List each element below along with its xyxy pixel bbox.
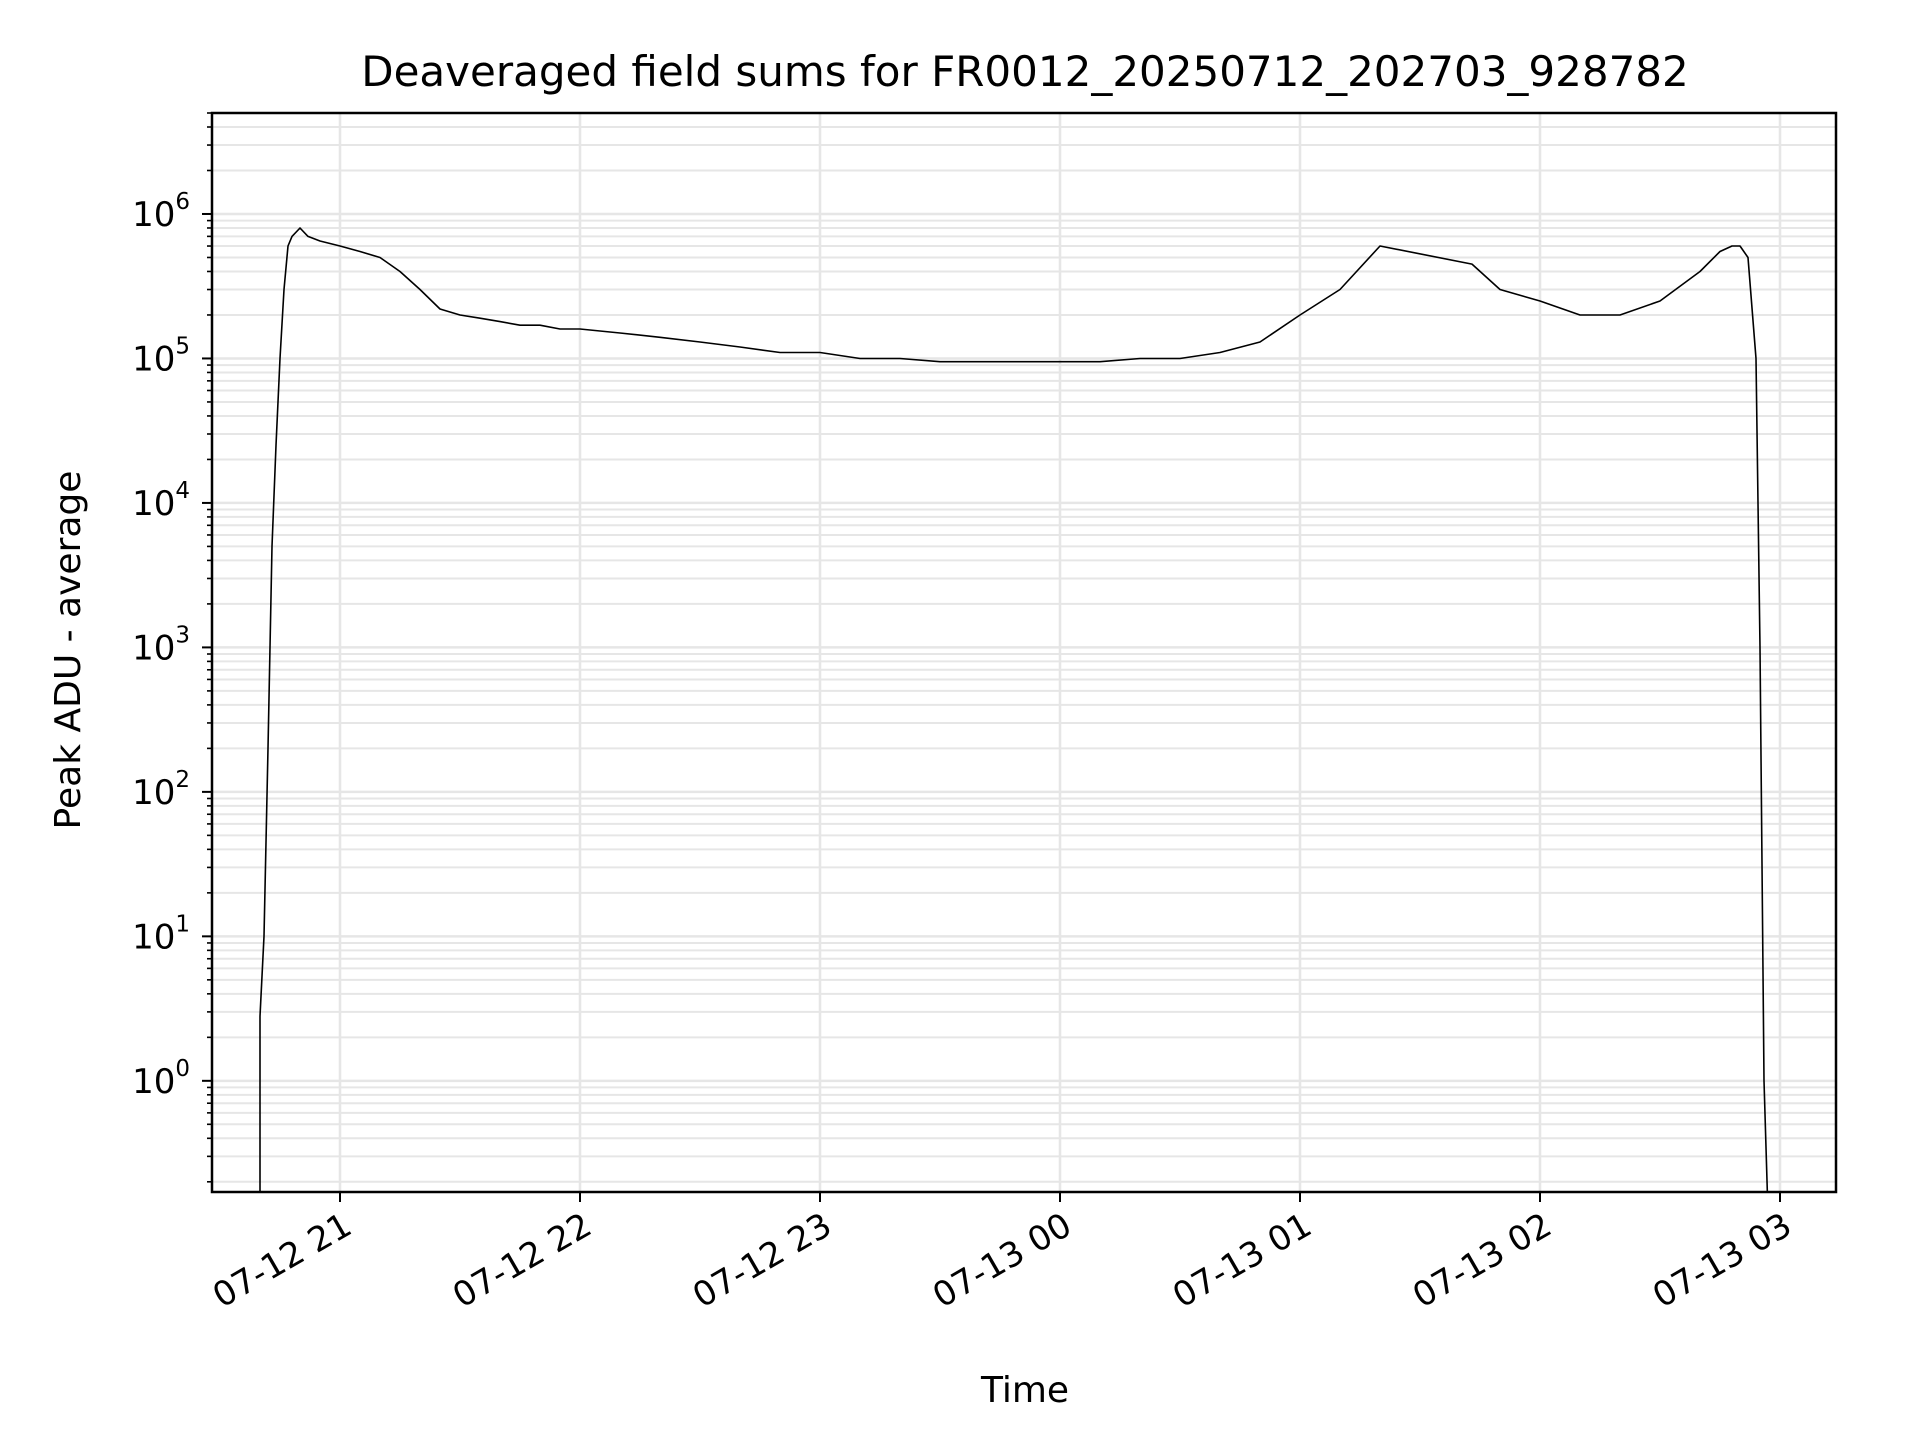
grid <box>212 112 1836 1192</box>
y-tick-label: 104 <box>132 478 190 524</box>
y-tick-label: 100 <box>132 1056 190 1102</box>
y-axis: 100 101 102 103 104 105 106 <box>132 112 212 1183</box>
series-layer <box>259 227 1769 1192</box>
y-axis-label: Peak ADU - average <box>48 471 89 830</box>
y-tick-label: 103 <box>132 622 190 668</box>
series-line <box>259 227 1769 1192</box>
y-tick-label: 106 <box>132 189 190 235</box>
chart-title: Deaveraged field sums for FR0012_2025071… <box>361 47 1689 96</box>
y-tick-label: 102 <box>132 767 190 813</box>
plot-frame <box>210 111 1838 1194</box>
y-tick-label: 105 <box>132 333 190 379</box>
x-axis-label: Time <box>980 1370 1069 1411</box>
y-tick-label: 101 <box>132 911 190 957</box>
